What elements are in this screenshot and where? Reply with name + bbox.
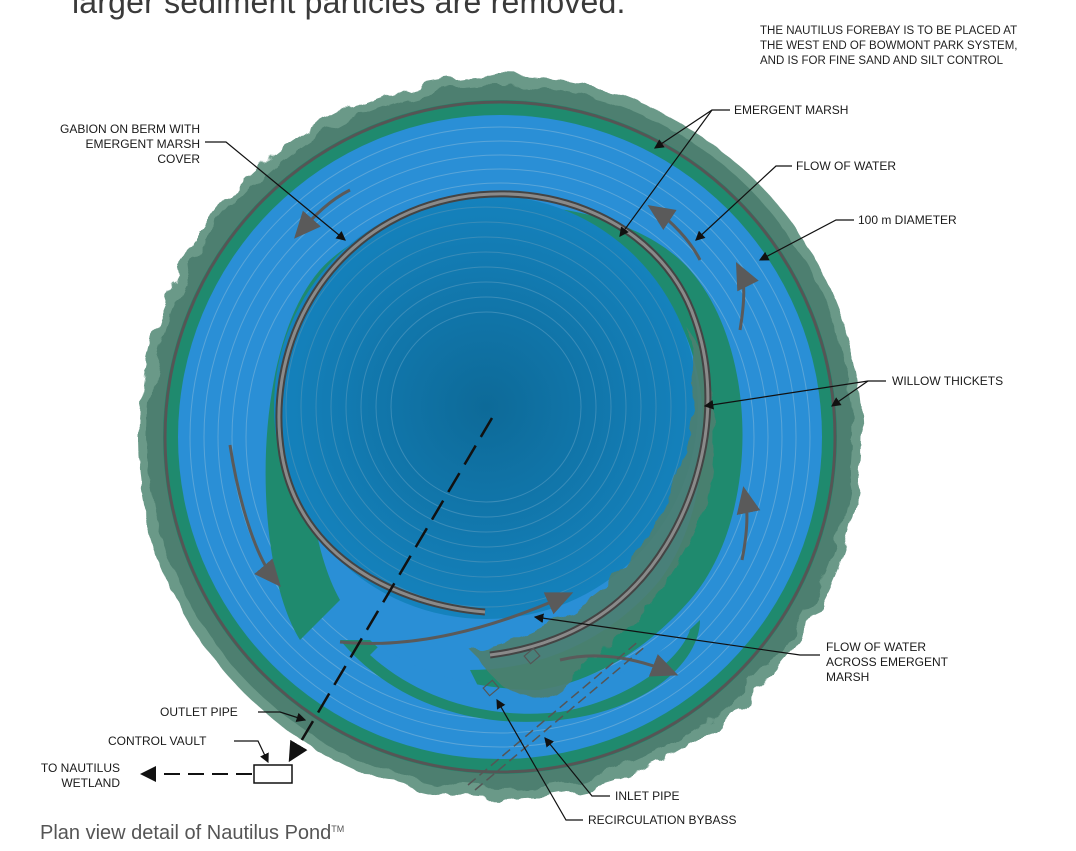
label-line: TO NAUTILUS [40, 761, 120, 775]
control-vault [253, 764, 293, 784]
note-line: THE WEST END OF BOWMONT PARK SYSTEM, [760, 40, 1018, 52]
label-diameter: 100 m DIAMETER [858, 213, 957, 227]
label-to-wetland: TO NAUTILUS WETLAND [20, 761, 120, 791]
leader-flow-of-water [695, 165, 792, 241]
label-line: WETLAND [61, 776, 120, 790]
label-gabion: GABION ON BERM WITH EMERGENT MARSH COVER [34, 122, 200, 167]
label-line: EMERGENT MARSH [85, 137, 200, 151]
flow-arrow [647, 205, 702, 261]
label-line: GABION ON BERM WITH [59, 122, 200, 136]
outlet-pipe [288, 417, 494, 763]
inlet-pipe [467, 639, 648, 791]
label-line: MARSH [826, 670, 870, 684]
gabion-berm-core [277, 192, 710, 657]
leader-willow-2 [831, 380, 869, 407]
flow-arrow [294, 188, 351, 239]
leader-flow-across [533, 613, 820, 656]
note-line: AND IS FOR FINE SAND AND SILT CONTROL [760, 55, 1004, 67]
flow-arrow [736, 486, 761, 561]
page-heading: larger sediment particles are removed. [72, 0, 626, 20]
leader-outlet [258, 711, 307, 723]
placement-note: THE NAUTILUS FOREBAY IS TO BE PLACED AT … [760, 24, 1076, 69]
central-pool [274, 195, 698, 619]
inlet-water-lobe [370, 630, 690, 714]
pond-outer-edge [163, 100, 837, 774]
caption-text: Plan view detail of Nautilus Pond [40, 822, 332, 844]
label-line: ACROSS EMERGENT [826, 655, 949, 669]
leader-control-vault [234, 740, 269, 764]
flow-arrow [735, 261, 759, 331]
label-recirculation-bypass: RECIRCULATION BYBASS [588, 813, 737, 827]
label-inlet-pipe: INLET PIPE [615, 789, 680, 803]
figure-caption: Plan view detail of Nautilus PondTM [40, 822, 344, 845]
label-flow-across-marsh: FLOW OF WATER ACROSS EMERGENT MARSH [826, 640, 948, 685]
leader-emergent-marsh-2 [619, 109, 713, 237]
note-line: THE NAUTILUS FOREBAY IS TO BE PLACED AT [760, 25, 1018, 37]
leader-gabion [205, 141, 346, 241]
label-willow-thickets: WILLOW THICKETS [892, 374, 1004, 388]
label-emergent-marsh: EMERGENT MARSH [734, 103, 849, 117]
recirculation-bypass [482, 647, 541, 697]
label-outlet-pipe: OUTLET PIPE [160, 705, 238, 719]
label-line: COVER [157, 152, 200, 166]
flow-arrow [339, 592, 574, 646]
trademark-symbol: TM [331, 824, 345, 834]
label-line: FLOW OF WATER [826, 640, 926, 654]
leader-recirculation [496, 698, 583, 821]
willow-thicket-inner [470, 330, 714, 700]
leader-diameter [758, 219, 854, 261]
leader-inlet [544, 737, 610, 797]
label-flow-of-water: FLOW OF WATER [796, 159, 896, 173]
leader-lines [205, 109, 886, 821]
label-control-vault: CONTROL VAULT [108, 734, 207, 748]
flow-arrow [228, 444, 281, 587]
